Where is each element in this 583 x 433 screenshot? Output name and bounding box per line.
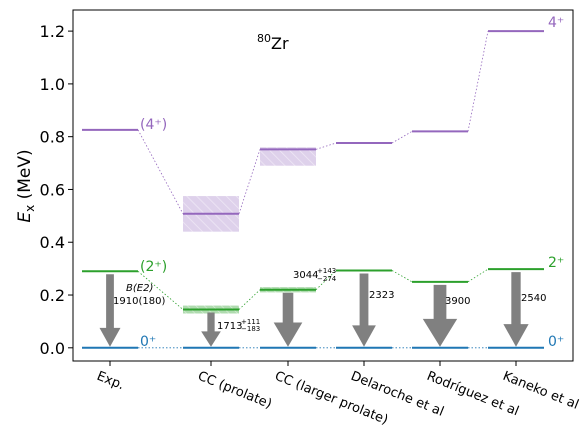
level-connector	[137, 270, 184, 310]
level-connector	[467, 31, 489, 132]
kaneko-zero-plus-label: 0⁺	[548, 334, 564, 350]
level-connector	[467, 268, 489, 283]
svg-text:1713: 1713	[217, 321, 242, 332]
y-tick-label: 0.8	[40, 128, 65, 147]
be2-label-cc-prolate: 1713 +111 −183	[217, 318, 260, 333]
be2-label-cc-larger-prolate: 3044 +143 −274	[293, 267, 337, 283]
be2-arrow	[422, 284, 458, 347]
y-tick-label: 0.0	[40, 339, 65, 358]
level-connector	[315, 270, 337, 291]
kaneko-four-plus-label: 4⁺	[548, 15, 564, 31]
svg-text:+111: +111	[241, 318, 260, 326]
svg-text:−183: −183	[241, 325, 260, 333]
plot-frame	[72, 9, 574, 362]
level-connector	[238, 289, 261, 310]
y-axis: 0.0 0.2 0.4 0.6 0.8 1.0 1.2	[40, 22, 73, 358]
level-connector	[391, 270, 413, 283]
y-tick-label: 0.2	[40, 286, 65, 305]
be2-label-delaroche: 2323	[369, 290, 394, 301]
be2-label-exp-bottom: 1910(180)	[113, 296, 165, 307]
levels-group	[82, 30, 544, 349]
be2-label-kaneko: 2540	[521, 293, 546, 304]
svg-text:3044: 3044	[293, 270, 318, 281]
y-axis-label: Ex (MeV)	[15, 149, 37, 222]
exp-two-plus-label: (2⁺)	[140, 259, 167, 275]
svg-text:−274: −274	[317, 275, 337, 283]
be2-arrow	[99, 274, 121, 347]
be2-arrow	[352, 273, 376, 347]
be2-arrow	[201, 312, 221, 347]
y-tick-label: 0.6	[40, 180, 65, 199]
level-connector	[137, 129, 184, 214]
level-connector	[391, 131, 413, 144]
be2-arrow	[273, 292, 303, 347]
level-connector	[315, 142, 337, 150]
level-connector	[238, 149, 261, 214]
kaneko-two-plus-label: 2⁺	[548, 255, 564, 271]
x-axis: Exp. CC (prolate)CC (larger prolate)Delar…	[95, 361, 581, 428]
exp-zero-plus-label: 0⁺	[140, 334, 156, 350]
four-plus-band	[260, 147, 316, 166]
exp-four-plus-label: (4⁺)	[140, 117, 167, 133]
be2-label-exp-top: B(E2)	[126, 283, 153, 294]
y-tick-label: 1.2	[40, 22, 65, 41]
be2-label-rodriguez: 3900	[445, 296, 470, 307]
chart-title: 80Zr	[257, 32, 289, 53]
svg-text:+143: +143	[317, 267, 336, 275]
be2-arrow	[503, 272, 529, 347]
x-tick-label: CC (prolate)	[196, 369, 274, 412]
be2-arrows-group	[99, 272, 529, 347]
y-tick-label: 1.0	[40, 75, 65, 94]
y-tick-label: 0.4	[40, 233, 65, 252]
x-tick-label: Exp.	[95, 369, 127, 394]
